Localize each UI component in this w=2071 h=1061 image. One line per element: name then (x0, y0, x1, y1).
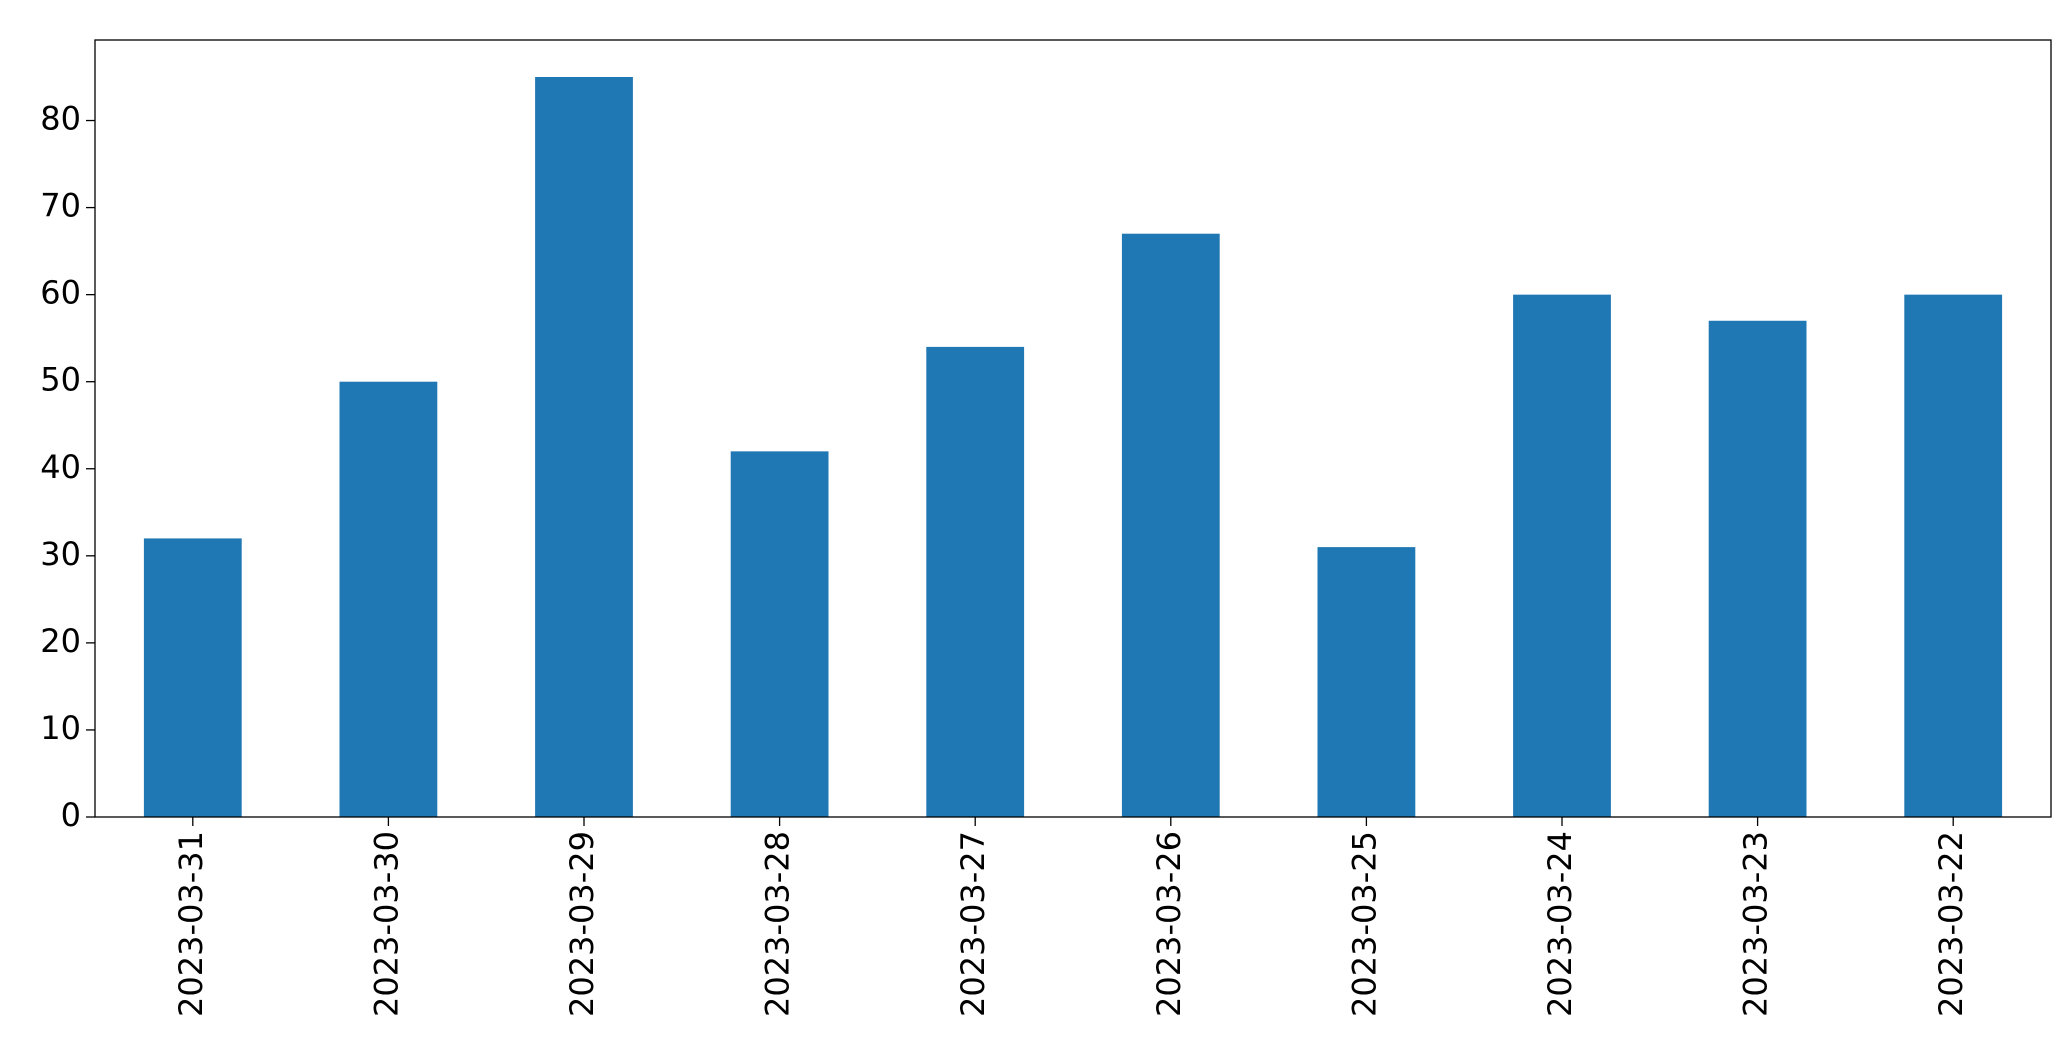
x-tick-label: 2023-03-30 (367, 831, 405, 1017)
bar (1121, 233, 1220, 818)
bar (1708, 320, 1807, 817)
x-tick-label: 2023-03-22 (1932, 831, 1970, 1017)
y-tick-label: 40 (40, 448, 81, 486)
axes-frame (94, 39, 2052, 818)
bar (730, 451, 829, 817)
bar (535, 77, 633, 817)
y-tick-label: 70 (40, 187, 81, 225)
x-tick-label: 2023-03-29 (563, 831, 601, 1017)
bar (926, 346, 1025, 817)
bar (143, 538, 242, 817)
y-tick-label: 0 (61, 796, 81, 834)
y-tick-label: 30 (40, 535, 81, 573)
y-tick-label: 10 (40, 709, 81, 747)
bar (1513, 294, 1611, 817)
x-tick-label: 2023-03-25 (1345, 831, 1383, 1017)
x-tick-label: 2023-03-23 (1737, 831, 1775, 1017)
x-tick-label: 2023-03-26 (1150, 831, 1188, 1017)
x-tick-label: 2023-03-31 (172, 831, 210, 1017)
y-tick-label: 80 (40, 100, 81, 138)
x-tick-label: 2023-03-24 (1541, 831, 1579, 1017)
x-tick-label: 2023-03-28 (759, 831, 797, 1017)
y-tick-label: 60 (40, 274, 81, 312)
x-tick-label: 2023-03-27 (954, 831, 992, 1017)
y-tick-label: 50 (40, 361, 81, 399)
bar (1904, 294, 2003, 817)
bar (339, 381, 438, 817)
bar (1317, 547, 1416, 817)
y-tick-label: 20 (40, 622, 81, 660)
